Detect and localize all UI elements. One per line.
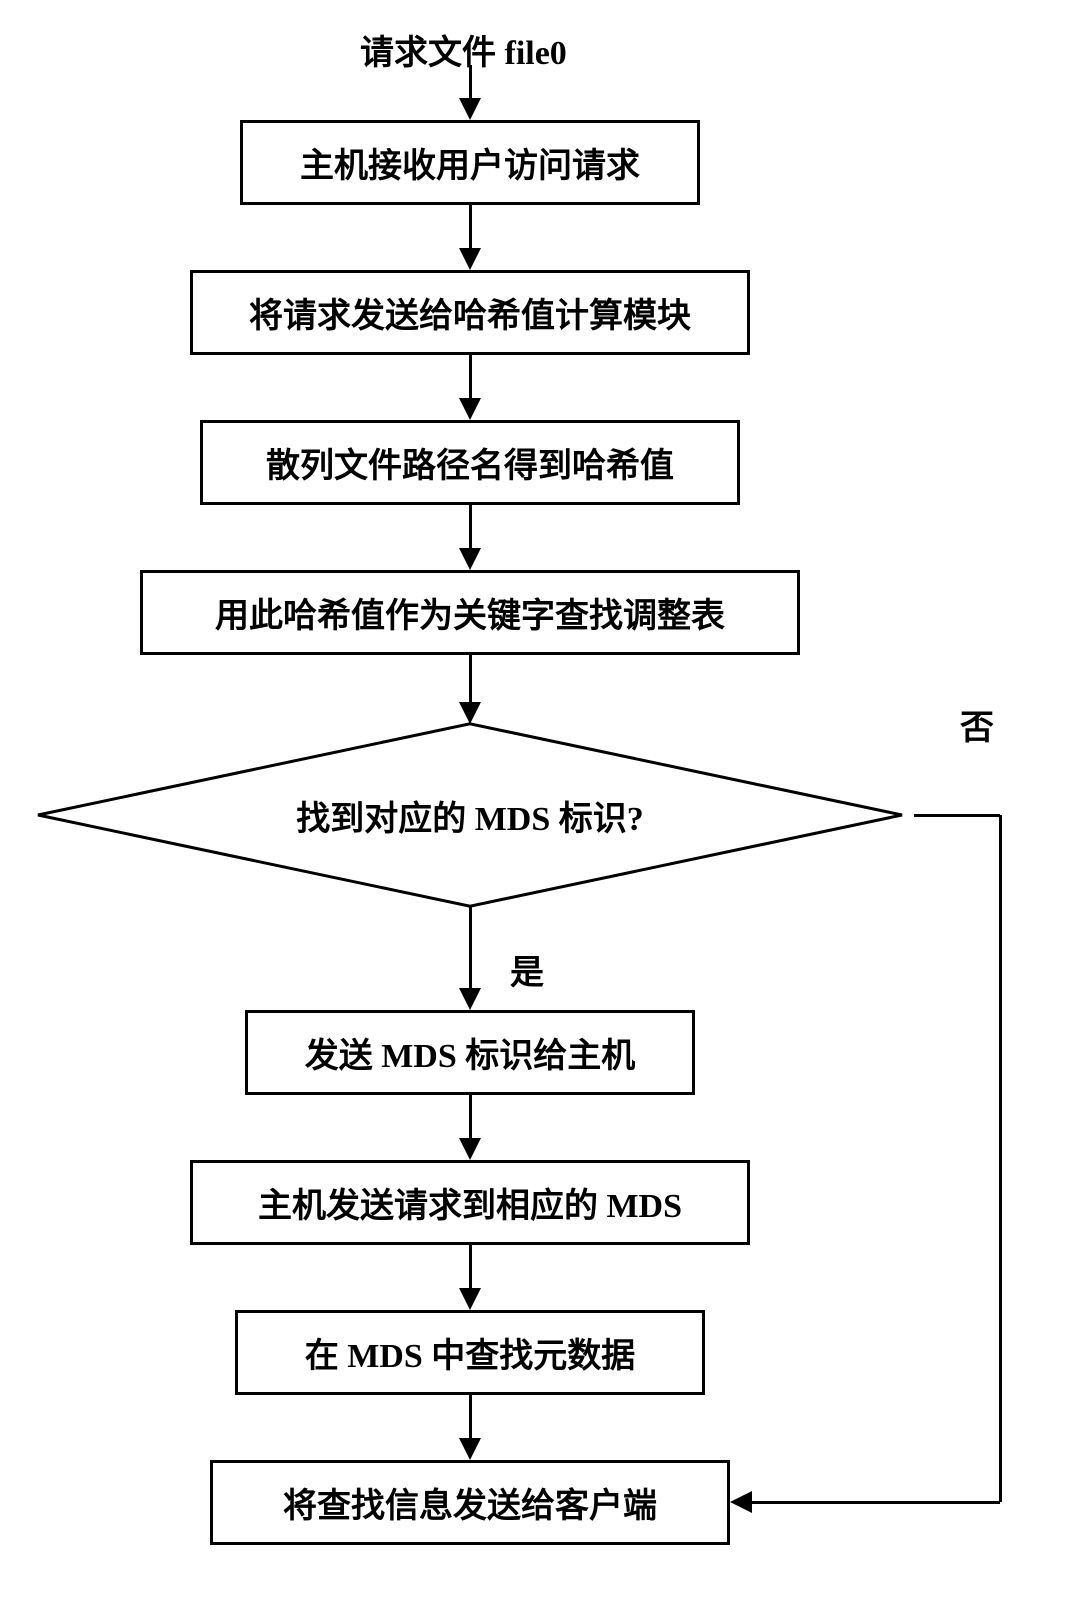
node-label: 主机接收用户访问请求	[300, 138, 640, 187]
node-lookup-table: 用此哈希值作为关键字查找调整表	[140, 570, 800, 655]
node-send-to-hash: 将请求发送给哈希值计算模块	[190, 270, 750, 355]
node-label: 在 MDS 中查找元数据	[305, 1328, 636, 1377]
node-send-to-client: 将查找信息发送给客户端	[210, 1460, 730, 1545]
flowchart-container: 请求文件 file0 主机接收用户访问请求 将请求发送给哈希值计算模块 散列文件…	[0, 0, 1080, 1605]
node-label: 用此哈希值作为关键字查找调整表	[215, 588, 725, 637]
node-label: 发送 MDS 标识给主机	[305, 1028, 636, 1077]
node-label: 将查找信息发送给客户端	[283, 1478, 657, 1527]
node-receive-request: 主机接收用户访问请求	[240, 120, 700, 205]
node-label: 散列文件路径名得到哈希值	[266, 438, 674, 487]
node-host-send-to-mds: 主机发送请求到相应的 MDS	[190, 1160, 750, 1245]
node-lookup-metadata: 在 MDS 中查找元数据	[235, 1310, 705, 1395]
node-label: 主机发送请求到相应的 MDS	[258, 1178, 682, 1227]
node-hash-filepath: 散列文件路径名得到哈希值	[200, 420, 740, 505]
decision-label: 找到对应的 MDS 标识?	[296, 791, 644, 840]
node-send-mds-id: 发送 MDS 标识给主机	[245, 1010, 695, 1095]
start-label: 请求文件 file0	[360, 25, 567, 74]
branch-yes: 是	[510, 945, 544, 994]
node-label: 将请求发送给哈希值计算模块	[249, 288, 691, 337]
branch-no: 否	[960, 700, 994, 749]
decision-mds-found: 找到对应的 MDS 标识?	[20, 720, 920, 910]
